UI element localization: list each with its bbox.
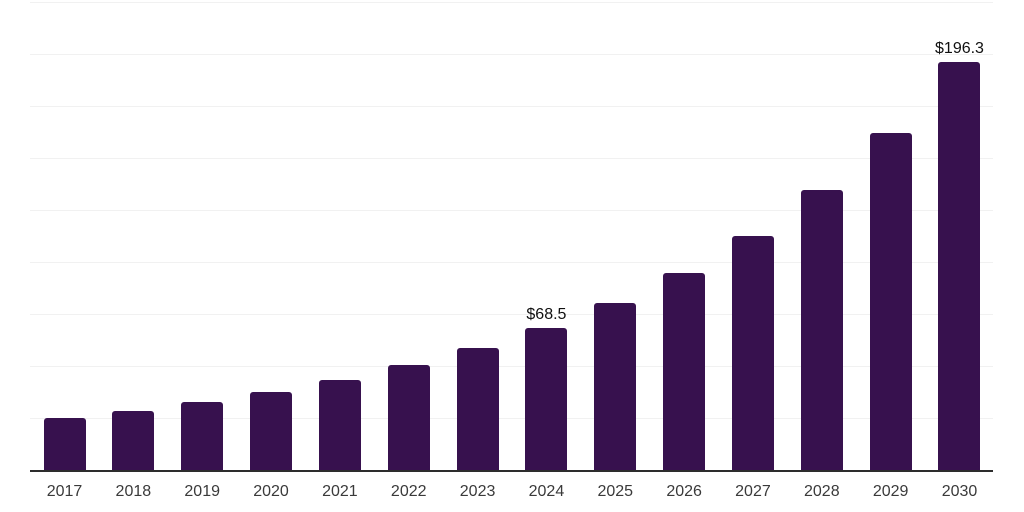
x-tick-label-2021: 2021 [322,483,358,500]
bar-value-label-2030: $196.3 [935,39,984,57]
gridline-200 [30,54,993,55]
x-tick-label-2025: 2025 [597,483,634,500]
x-tick-label-2027: 2027 [735,483,771,500]
bar-value-label-2024: $68.5 [526,305,567,323]
bar-2019 [181,402,224,470]
gridline-100 [30,262,993,263]
gridline-175 [30,106,993,107]
bar-2018 [112,411,155,470]
bar-2030 [938,61,981,470]
x-tick-label-2018: 2018 [115,483,152,500]
x-tick-label-2029: 2029 [872,483,909,500]
bar-2020 [250,392,293,470]
x-tick-label-2022: 2022 [390,483,427,500]
gridline-25 [30,418,993,419]
x-tick-label-2030: 2030 [941,483,978,500]
x-tick-label-2023: 2023 [459,483,496,500]
bar-2026 [663,272,706,470]
x-tick-label-2020: 2020 [253,483,289,500]
gridline-125 [30,210,993,211]
x-tick-label-2019: 2019 [184,483,220,500]
gridline-150 [30,158,993,159]
bar-2017 [43,418,86,470]
bar-2027 [731,236,774,470]
bar-2028 [800,190,843,470]
x-tick-label-2017: 2017 [46,483,83,500]
bar-2023 [456,348,499,470]
bar-2024 [525,327,568,470]
x-tick-label-2026: 2026 [666,483,702,500]
gridline-75 [30,314,993,315]
gridline-50 [30,366,993,367]
bar-2022 [387,364,430,470]
bar-2029 [869,132,912,470]
bar-2021 [318,380,361,470]
x-tick-label-2024: 2024 [528,483,565,500]
x-tick-label-2028: 2028 [804,483,840,500]
bar-2025 [594,303,637,470]
plot-area: $68.5 $196.3 [30,2,993,472]
gridline-225 [30,2,993,3]
